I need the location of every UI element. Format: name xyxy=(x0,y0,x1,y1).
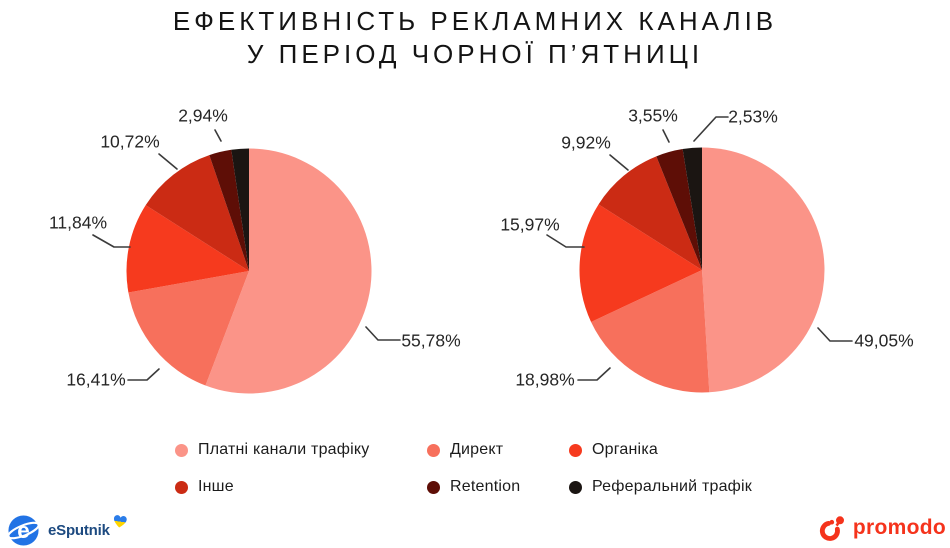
pie-label-retention-right: 3,55% xyxy=(628,105,678,126)
pie-label-organic-left: 11,84% xyxy=(48,212,108,233)
legend-label-organic: Органіка xyxy=(592,441,658,458)
esputnik-icon: e xyxy=(7,515,40,546)
legend-item-paid: Платні канали трафіку xyxy=(175,440,427,460)
pie-slice-other-right xyxy=(598,156,702,270)
leader-line xyxy=(609,154,629,171)
title-line-1: ЕФЕКТИВНІСТЬ РЕКЛАМНИХ КАНАЛІВ xyxy=(172,6,778,36)
legend-item-referral: Реферальний трафік xyxy=(569,477,809,497)
legend-label-paid: Платні канали трафіку xyxy=(198,441,370,458)
pie-slice-paid-right xyxy=(702,147,825,393)
pie-slice-organic-right xyxy=(579,204,702,322)
leader-line xyxy=(577,367,611,381)
pie-label-paid-right: 49,05% xyxy=(854,330,914,351)
pie-slice-direct-left xyxy=(128,271,249,386)
esputnik-logo: e eSputnik xyxy=(7,514,128,547)
leader-line xyxy=(546,234,585,248)
pie-label-referral-right: 2,53% xyxy=(728,106,778,127)
pie-slice-referral-right xyxy=(682,147,702,270)
pie-slice-retention-right xyxy=(656,149,702,270)
leader-line xyxy=(662,129,670,143)
legend: Платні канали трафіку Директ Органіка Ін… xyxy=(175,440,809,497)
promodo-wordmark: promodo xyxy=(852,516,946,539)
pie-label-retention-left: 2,94% xyxy=(178,105,228,126)
legend-label-retention: Retention xyxy=(450,478,521,495)
pie-chart-right xyxy=(579,147,825,393)
svg-text:e: e xyxy=(17,518,29,543)
pie-slice-other-left xyxy=(145,155,249,271)
legend-item-direct: Директ xyxy=(427,440,569,460)
pie-slice-retention-left xyxy=(209,149,249,271)
legend-label-direct: Директ xyxy=(450,441,504,458)
pie-label-organic-right: 15,97% xyxy=(500,214,560,235)
ukraine-heart-icon xyxy=(113,515,127,528)
leader-line xyxy=(693,116,729,142)
promodo-logo: promodo xyxy=(818,514,946,542)
leader-line xyxy=(92,234,131,248)
page-title: ЕФЕКТИВНІСТЬ РЕКЛАМНИХ КАНАЛІВ У ПЕРІОД … xyxy=(0,5,950,71)
legend-dot-paid xyxy=(175,443,188,457)
pie-slice-organic-left xyxy=(126,205,249,293)
legend-dot-other xyxy=(175,480,188,494)
legend-item-other: Інше xyxy=(175,477,427,497)
pie-slice-referral-left xyxy=(231,148,249,271)
promodo-icon xyxy=(819,516,844,541)
legend-dot-organic xyxy=(569,443,582,457)
pie-slice-paid-left xyxy=(205,148,372,394)
legend-label-other: Інше xyxy=(198,478,234,495)
pie-label-paid-left: 55,78% xyxy=(401,330,461,351)
leader-line xyxy=(817,327,853,342)
legend-label-referral: Реферальний трафік xyxy=(592,478,752,495)
leader-line xyxy=(214,129,222,142)
pie-label-direct-right: 18,98% xyxy=(515,369,575,390)
leader-line xyxy=(158,153,178,170)
legend-dot-direct xyxy=(427,443,440,457)
pie-slice-direct-right xyxy=(591,270,710,393)
leader-line xyxy=(127,368,160,381)
pie-label-other-left: 10,72% xyxy=(100,131,160,152)
pie-label-direct-left: 16,41% xyxy=(66,369,126,390)
pie-chart-left xyxy=(126,148,372,394)
legend-dot-retention xyxy=(427,480,440,494)
legend-item-organic: Органіка xyxy=(569,440,809,460)
legend-dot-referral xyxy=(569,480,582,494)
pie-label-other-right: 9,92% xyxy=(561,132,611,153)
leader-line xyxy=(365,326,401,341)
legend-item-retention: Retention xyxy=(427,477,569,497)
title-line-2: У ПЕРІОД ЧОРНОЇ П’ЯТНИЦІ xyxy=(246,39,704,69)
esputnik-wordmark: eSputnik xyxy=(48,522,110,539)
